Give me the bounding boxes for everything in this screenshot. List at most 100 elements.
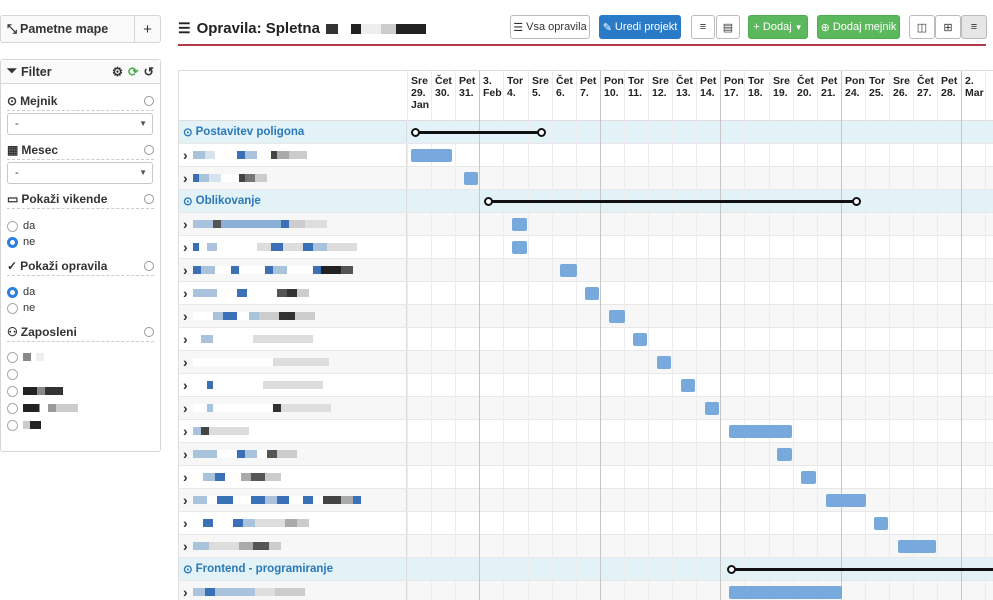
chevron-right-icon[interactable]: › [183,354,188,370]
tasks-option-yes[interactable]: da [7,285,35,299]
chevron-right-icon[interactable]: › [183,538,188,554]
task-label[interactable]: › [179,213,407,235]
task-label[interactable]: › [179,374,407,396]
gantt-view-button[interactable]: ≡ [961,15,987,39]
radio[interactable] [7,385,18,397]
task-row[interactable]: › [179,397,993,420]
radio[interactable] [7,236,18,248]
radio[interactable] [7,368,18,380]
task-label[interactable]: › [179,443,407,465]
task-row[interactable]: › [179,489,993,512]
task-bar[interactable] [777,448,792,461]
task-row[interactable]: › [179,259,993,282]
task-bar[interactable] [632,333,648,346]
task-bar[interactable] [705,402,720,415]
task-row[interactable]: › [179,282,993,305]
text-view-button[interactable]: ≡ [691,15,715,39]
milestone-start-marker[interactable] [483,197,493,206]
task-label[interactable]: › [179,397,407,419]
task-label[interactable]: › [179,236,407,258]
document-button[interactable]: ▤ [716,15,740,39]
milestone-span-line[interactable] [730,568,993,571]
milestone-toggle[interactable] [144,95,154,106]
undo-icon[interactable]: ↺ [143,65,154,79]
chevron-right-icon[interactable]: › [183,147,188,163]
group-row[interactable]: ⊙ Frontend - programiranje [179,558,993,581]
weekends-option-no[interactable]: ne [7,235,35,249]
chevron-right-icon[interactable]: › [183,308,188,324]
radio[interactable] [7,402,18,414]
employees-toggle[interactable] [144,326,154,337]
milestone-span-line[interactable] [415,131,541,134]
task-bar[interactable] [897,540,937,553]
task-bar[interactable] [560,264,578,277]
task-bar[interactable] [608,310,626,323]
task-label[interactable]: › [179,282,407,304]
group-label[interactable]: ⊙ Postavitev poligona [179,121,407,143]
add-dropdown-button[interactable]: + Dodaj ▼ [748,15,808,39]
gear-icon[interactable]: ⚙ [111,65,124,79]
task-row[interactable]: › [179,466,993,489]
radio[interactable] [7,286,18,298]
task-row[interactable]: › [179,328,993,351]
employee-option[interactable] [7,418,41,432]
radio[interactable] [7,302,18,314]
task-bar[interactable] [512,218,527,231]
task-row[interactable]: › [179,305,993,328]
task-row[interactable]: › [179,351,993,374]
chevron-right-icon[interactable]: › [183,170,188,186]
milestone-select[interactable]: - ▼ [7,113,153,135]
task-bar[interactable] [584,287,599,300]
chevron-right-icon[interactable]: › [183,216,188,232]
table-view-button[interactable]: ⊞ [935,15,961,39]
add-milestone-button[interactable]: ⊕ Dodaj mejnik [817,15,900,39]
employee-option[interactable] [7,367,18,381]
group-label[interactable]: ⊙ Frontend - programiranje [179,558,407,580]
task-bar[interactable] [801,471,816,484]
chevron-right-icon[interactable]: › [183,377,188,393]
task-label[interactable]: › [179,420,407,442]
task-label[interactable]: › [179,581,407,600]
task-bar[interactable] [680,379,696,392]
task-bar[interactable] [512,241,527,254]
mind-maps-button[interactable]: ⤡ Pametne mape [1,22,134,37]
group-row[interactable]: ⊙ Postavitev poligona [179,121,993,144]
task-label[interactable]: › [179,466,407,488]
milestone-start-marker[interactable] [411,128,421,137]
task-label[interactable]: › [179,144,407,166]
task-bar[interactable] [656,356,672,369]
edit-project-button[interactable]: ✎ Uredi projekt [599,15,681,39]
task-label[interactable]: › [179,328,407,350]
add-mind-map-button[interactable]: + [134,16,160,42]
chevron-right-icon[interactable]: › [183,239,188,255]
columns-view-button[interactable]: ◫ [909,15,935,39]
task-bar[interactable] [411,149,452,162]
milestone-end-marker[interactable] [852,197,862,206]
tasks-toggle[interactable] [144,260,154,271]
month-select[interactable]: - ▼ [7,162,153,184]
chevron-right-icon[interactable]: › [183,584,188,600]
task-label[interactable]: › [179,512,407,534]
task-row[interactable]: › [179,581,993,600]
task-row[interactable]: › [179,144,993,167]
task-label[interactable]: › [179,535,407,557]
task-row[interactable]: › [179,420,993,443]
employee-option[interactable] [7,384,63,398]
group-label[interactable]: ⊙ Oblikovanje [179,190,407,212]
chevron-right-icon[interactable]: › [183,331,188,347]
chevron-right-icon[interactable]: › [183,469,188,485]
employee-option[interactable] [7,350,44,364]
radio[interactable] [7,220,18,232]
task-row[interactable]: › [179,512,993,535]
milestone-span-line[interactable] [487,200,857,203]
chevron-right-icon[interactable]: › [183,446,188,462]
tasks-option-no[interactable]: ne [7,301,35,315]
chevron-right-icon[interactable]: › [183,515,188,531]
task-bar[interactable] [825,494,867,507]
task-label[interactable]: › [179,489,407,511]
all-tasks-button[interactable]: ☰ Vsa opravila [510,15,590,39]
milestone-start-marker[interactable] [726,565,736,574]
task-row[interactable]: › [179,535,993,558]
task-row[interactable]: › [179,213,993,236]
task-bar[interactable] [729,586,843,599]
